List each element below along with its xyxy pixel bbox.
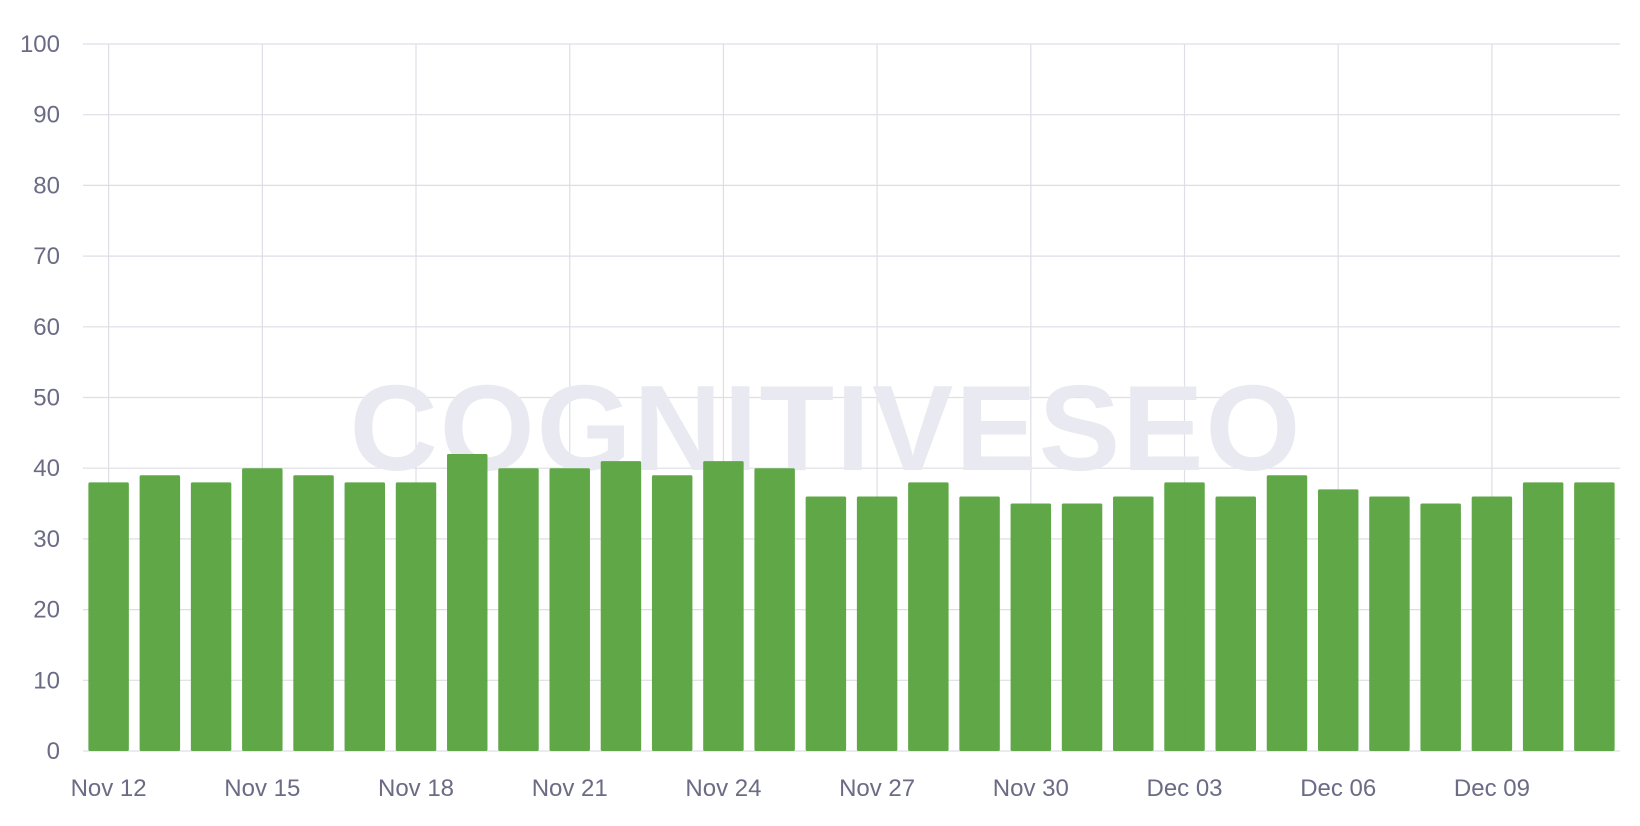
bar-nov-29[interactable] bbox=[959, 496, 1000, 751]
bar-nov-12[interactable] bbox=[88, 482, 129, 751]
bar-nov-18[interactable] bbox=[395, 482, 437, 751]
bar-dec-11[interactable] bbox=[1574, 482, 1615, 751]
x-tick-label: Nov 27 bbox=[839, 775, 915, 802]
bar-nov-15[interactable] bbox=[242, 468, 283, 751]
bar-nov-22[interactable] bbox=[600, 461, 642, 751]
x-tick-label: Nov 21 bbox=[532, 775, 608, 802]
x-tick-label: Nov 12 bbox=[71, 775, 147, 802]
y-tick-label: 60 bbox=[33, 314, 60, 341]
bar-nov-23[interactable] bbox=[651, 475, 693, 751]
bar-dec-03[interactable] bbox=[1164, 482, 1205, 751]
x-tick-label: Dec 03 bbox=[1146, 775, 1222, 802]
bar-dec-07[interactable] bbox=[1369, 496, 1410, 751]
bar-nov-30[interactable] bbox=[1010, 503, 1052, 751]
bar-dec-02[interactable] bbox=[1113, 496, 1154, 751]
bar-nov-28[interactable] bbox=[908, 482, 949, 751]
bar-nov-14[interactable] bbox=[190, 482, 232, 751]
bar-dec-05[interactable] bbox=[1266, 475, 1308, 751]
y-tick-label: 90 bbox=[33, 102, 60, 129]
bar-dec-06[interactable] bbox=[1317, 489, 1359, 751]
y-axis-ticks: 0 10 20 30 40 50 60 70 80 90 100 bbox=[20, 31, 60, 765]
bar-dec-01[interactable] bbox=[1061, 503, 1103, 751]
bar-nov-13[interactable] bbox=[139, 475, 181, 751]
bar-nov-19[interactable] bbox=[447, 454, 488, 751]
bar-dec-08[interactable] bbox=[1420, 503, 1461, 751]
bar-dec-09[interactable] bbox=[1471, 496, 1513, 751]
x-tick-label: Nov 30 bbox=[993, 775, 1069, 802]
y-tick-label: 50 bbox=[33, 385, 60, 412]
watermark-logo: COGNITIVESEO bbox=[350, 360, 1303, 496]
y-tick-label: 30 bbox=[33, 526, 60, 553]
y-tick-label: 100 bbox=[20, 31, 60, 58]
bar-dec-04[interactable] bbox=[1215, 496, 1256, 751]
x-axis-ticks: Nov 12 Nov 15 Nov 18 Nov 21 Nov 24 Nov 27 Nov … bbox=[71, 775, 1530, 802]
bar-nov-25[interactable] bbox=[754, 468, 795, 751]
y-tick-label: 70 bbox=[33, 243, 60, 270]
y-tick-label: 10 bbox=[33, 667, 60, 694]
bar-nov-21[interactable] bbox=[549, 468, 590, 751]
x-tick-label: Dec 06 bbox=[1300, 775, 1376, 802]
bar-nov-17[interactable] bbox=[344, 482, 386, 751]
y-tick-label: 40 bbox=[33, 455, 60, 482]
bar-dec-10[interactable] bbox=[1522, 482, 1564, 751]
bar-nov-27[interactable] bbox=[856, 496, 898, 751]
y-tick-label: 80 bbox=[33, 172, 60, 199]
bar-nov-20[interactable] bbox=[498, 468, 539, 751]
x-tick-label: Nov 24 bbox=[685, 775, 761, 802]
bar-nov-16[interactable] bbox=[293, 475, 334, 751]
y-tick-label: 20 bbox=[33, 597, 60, 624]
x-tick-label: Nov 18 bbox=[378, 775, 454, 802]
bars bbox=[88, 454, 1615, 751]
bar-nov-26[interactable] bbox=[805, 496, 847, 751]
y-tick-label: 0 bbox=[47, 738, 60, 765]
x-tick-label: Dec 09 bbox=[1454, 775, 1530, 802]
x-tick-label: Nov 15 bbox=[224, 775, 300, 802]
bar-nov-24[interactable] bbox=[703, 461, 744, 751]
